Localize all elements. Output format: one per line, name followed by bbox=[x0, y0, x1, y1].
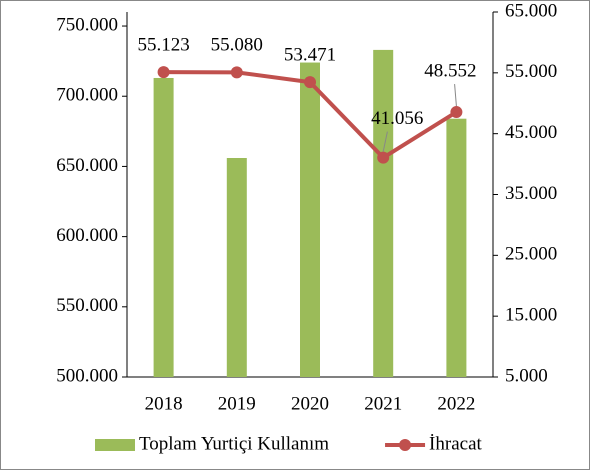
line-marker bbox=[450, 106, 463, 119]
bar bbox=[226, 158, 247, 377]
bar bbox=[300, 62, 320, 378]
y2-tick-label: 55.000 bbox=[505, 61, 557, 82]
data-label: 55.080 bbox=[211, 35, 263, 56]
x-tick-label: 2018 bbox=[145, 393, 183, 414]
line-marker bbox=[304, 76, 316, 89]
y2-tick-label: 65.000 bbox=[505, 0, 557, 21]
y-tick-label: 500.000 bbox=[56, 365, 118, 386]
x-tick-label: 2019 bbox=[218, 393, 256, 414]
y-tick-label: 750.000 bbox=[56, 14, 118, 35]
legend-marker bbox=[399, 439, 412, 451]
data-label: 55.123 bbox=[137, 34, 189, 55]
bar bbox=[373, 49, 394, 378]
label-leader bbox=[382, 131, 388, 152]
y-tick-label: 600.000 bbox=[56, 225, 118, 246]
y-tick-label: 550.000 bbox=[56, 295, 118, 316]
x-tick-label: 2021 bbox=[364, 393, 402, 414]
y2-tick-label: 25.000 bbox=[505, 244, 557, 265]
x-tick-label: 2022 bbox=[437, 393, 475, 414]
y2-tick-label: 5.000 bbox=[505, 365, 548, 386]
y2-tick-label: 15.000 bbox=[505, 305, 557, 326]
line-marker bbox=[230, 66, 243, 79]
bar bbox=[446, 118, 467, 377]
bar bbox=[153, 77, 174, 377]
data-label: 53.471 bbox=[284, 44, 336, 65]
y-tick-label: 700.000 bbox=[56, 85, 118, 106]
line-marker bbox=[377, 151, 390, 164]
data-label: 48.552 bbox=[424, 60, 476, 81]
x-tick-label: 2020 bbox=[291, 393, 329, 414]
y-tick-label: 650.000 bbox=[56, 155, 118, 176]
y2-tick-label: 45.000 bbox=[505, 122, 557, 143]
legend-label: İhracat bbox=[429, 433, 482, 454]
legend-label: Toplam Yurtiçi Kullanım bbox=[139, 433, 329, 454]
line-marker bbox=[157, 66, 170, 79]
legend-swatch bbox=[95, 439, 135, 451]
y2-tick-label: 35.000 bbox=[505, 183, 557, 204]
label-leader bbox=[454, 84, 457, 107]
data-label: 41.056 bbox=[371, 108, 423, 129]
